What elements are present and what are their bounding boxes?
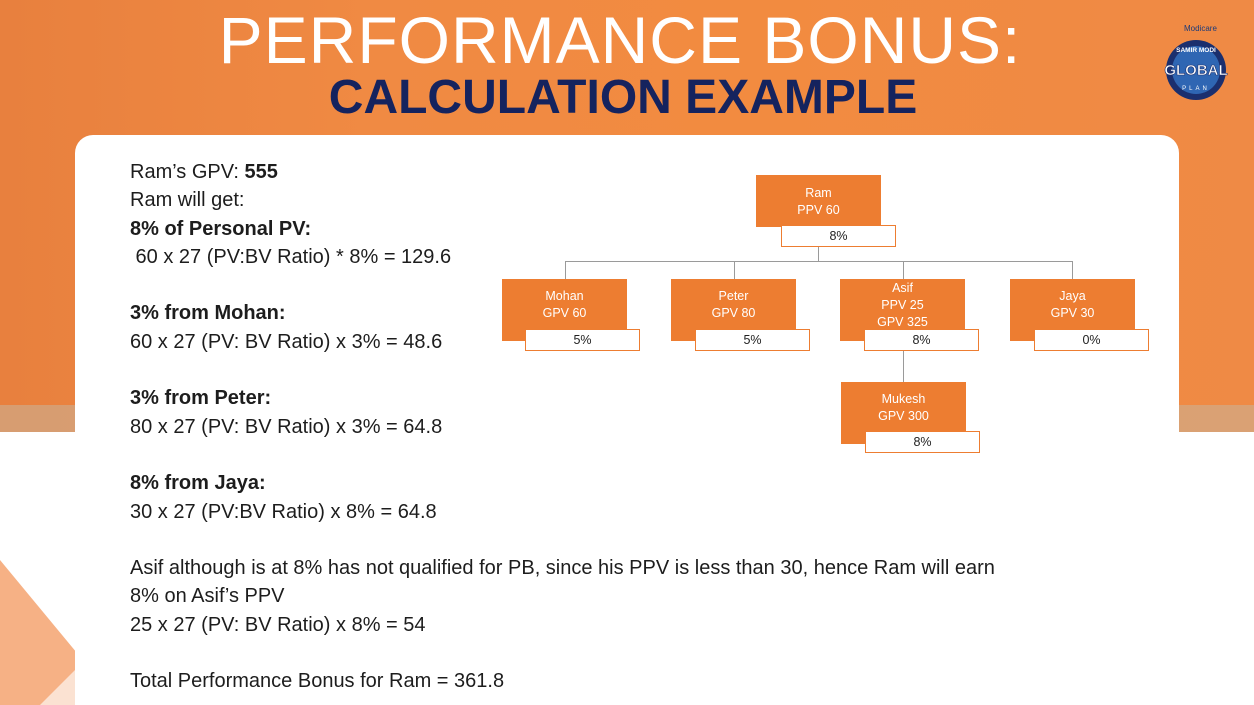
node-jaya-gpv: GPV 30	[1050, 306, 1095, 320]
asif-calc: 25 x 27 (PV: BV Ratio) x 8% = 54	[130, 613, 426, 636]
connector-horizontal	[565, 261, 1073, 262]
peter-calc: 80 x 27 (PV: BV Ratio) x 3% = 64.8	[130, 415, 443, 438]
node-asif-ppv: PPV 25	[881, 298, 924, 312]
node-ram-ppv: PPV 60	[797, 203, 840, 217]
node-peter-gpv: GPV 80	[711, 306, 756, 320]
will-get-line: Ram will get:	[130, 189, 245, 212]
node-mukesh-name: Mukesh	[881, 392, 926, 406]
connector-jaya	[1072, 261, 1073, 279]
gpv-label: Ram’s GPV:	[130, 161, 245, 183]
node-peter-name: Peter	[718, 289, 749, 303]
personal-heading: 8% of Personal PV:	[130, 215, 1010, 243]
node-asif-gpv: GPV 325	[877, 315, 928, 329]
node-mukesh-pct: 8%	[865, 431, 980, 453]
node-asif-name: Asif	[892, 281, 913, 295]
node-jaya-pct: 0%	[1034, 329, 1149, 351]
gpv-value: 555	[244, 161, 278, 183]
mohan-calc: 60 x 27 (PV: BV Ratio) x 3% = 48.6	[130, 330, 443, 353]
mohan-heading: 3% from Mohan:	[130, 299, 1010, 327]
logo-brand: Modicare	[1184, 24, 1217, 33]
node-ram-pct: 8%	[781, 225, 896, 247]
node-ram: Ram PPV 60	[756, 175, 881, 227]
logo-under-text: PLAN	[1182, 86, 1210, 92]
slide-title: PERFORMANCE BONUS:	[218, 3, 1022, 77]
peter-heading: 3% from Peter:	[130, 384, 1010, 412]
content-card	[75, 135, 1179, 705]
connector-peter	[734, 261, 735, 279]
connector-mohan	[565, 261, 566, 279]
node-ram-name: Ram	[805, 186, 832, 200]
personal-heading-text: 8% of Personal PV:	[130, 217, 312, 240]
jaya-heading: 8% from Jaya:	[130, 469, 1010, 497]
peter-heading-text: 3% from Peter:	[130, 387, 272, 410]
mohan-heading-text: 3% from Mohan:	[130, 302, 286, 325]
jaya-calc: 30 x 27 (PV:BV Ratio) x 8% = 64.8	[130, 500, 437, 523]
connector-asif	[903, 261, 904, 279]
calculation-text: Ram’s GPV: 555 Ram will get: 8% of Perso…	[130, 158, 1010, 696]
personal-calc: 60 x 27 (PV:BV Ratio) * 8% = 129.6	[130, 245, 452, 268]
connector-ram-down	[818, 247, 819, 262]
connector-asif-mukesh	[903, 350, 904, 382]
node-asif-pct: 8%	[864, 329, 979, 351]
total-line: Total Performance Bonus for Ram = 361.8	[130, 670, 505, 693]
asif-note: Asif although is at 8% has not qualified…	[130, 557, 995, 608]
node-jaya-name: Jaya	[1059, 289, 1086, 303]
node-mohan-gpv: GPV 60	[542, 306, 587, 320]
global-plan-logo: Modicare SAMIR MODI GLOBAL PLAN	[1164, 24, 1228, 100]
jaya-heading-text: 8% from Jaya:	[130, 472, 266, 495]
slide-subtitle: CALCULATION EXAMPLE	[328, 71, 918, 124]
node-mohan-name: Mohan	[545, 289, 584, 303]
gpv-line: Ram’s GPV: 555	[130, 158, 1010, 186]
logo-word: GLOBAL	[1164, 62, 1227, 79]
node-mukesh-gpv: GPV 300	[878, 409, 929, 423]
logo-arc-text: SAMIR MODI	[1176, 47, 1216, 54]
node-mohan-pct: 5%	[525, 329, 640, 351]
node-peter-pct: 5%	[695, 329, 810, 351]
